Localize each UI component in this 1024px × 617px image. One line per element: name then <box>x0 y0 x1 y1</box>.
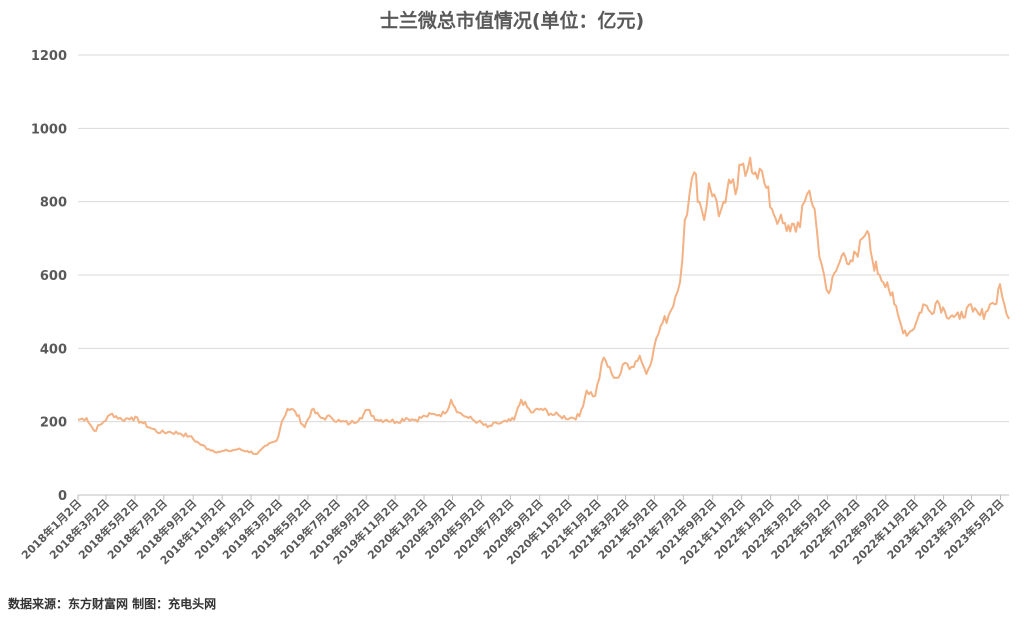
y-tick-label: 600 <box>40 269 67 284</box>
gridlines <box>78 54 1009 423</box>
y-tick-label: 0 <box>58 489 67 504</box>
y-axis-tick-labels: 0 200 400 600 800 1000 1200 <box>31 49 67 504</box>
market-cap-series-line <box>77 156 1010 455</box>
x-axis-tick-labels: 2018年1月2日2018年3月2日2018年5月2日2018年7月2日2018… <box>18 495 1007 567</box>
chart-title: 士兰微总市值情况(单位：亿元) <box>380 9 644 32</box>
y-tick-label: 400 <box>40 342 67 357</box>
source-credit: 数据来源：东方财富网 制图：充电头网 <box>8 597 217 611</box>
y-tick-label: 200 <box>40 416 67 431</box>
y-tick-label: 1200 <box>31 49 67 64</box>
y-tick-label: 800 <box>40 196 67 211</box>
y-tick-label: 1000 <box>31 122 67 137</box>
